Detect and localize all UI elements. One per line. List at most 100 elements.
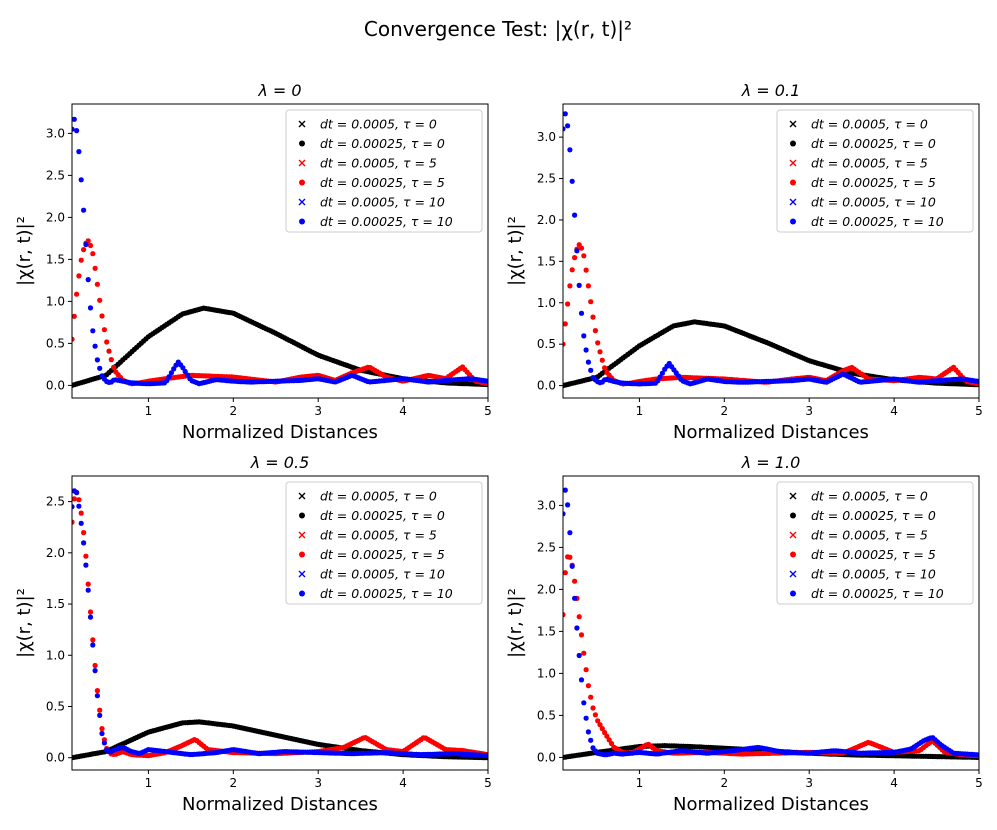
data-point-x (90, 637, 96, 643)
data-point-x (99, 726, 105, 731)
y-tick-label: 0.0 (537, 379, 556, 393)
y-tick-label: 2.0 (537, 582, 556, 596)
data-point-x (581, 700, 587, 706)
y-axis-label: |χ(r, t)|² (505, 216, 526, 286)
legend-entry: dt = 0.0005, τ = 5 (811, 528, 928, 543)
data-point-x (567, 530, 573, 535)
legend-box (285, 109, 483, 233)
data-point-x (72, 496, 77, 502)
x-axis-label: Normalized Distances (182, 422, 378, 443)
data-point-x (74, 291, 79, 297)
data-point-x (563, 612, 566, 617)
legend-marker-x (789, 492, 797, 500)
legend-entry: dt = 0.00025, τ = 5 (320, 547, 445, 562)
legend-marker-dot (790, 512, 796, 519)
y-tick-label: 0.5 (537, 337, 556, 351)
legend-marker-x (789, 531, 797, 539)
x-tick-label: 4 (399, 404, 407, 418)
y-tick-label: 2.5 (537, 172, 556, 186)
data-point-x (485, 753, 488, 758)
y-tick-label: 1.0 (46, 648, 65, 662)
data-point-x (583, 267, 589, 273)
legend-marker-x (789, 198, 797, 206)
legend-entry: dt = 0.00025, τ = 5 (811, 175, 936, 190)
legend-entry: dt = 0.0005, τ = 0 (811, 117, 928, 132)
data-point-x (588, 694, 593, 700)
data-point-x (576, 614, 582, 619)
x-axis-label: Normalized Distances (673, 794, 869, 815)
data-point-x (95, 693, 100, 698)
data-point-x (92, 266, 98, 271)
x-tick-label: 4 (399, 776, 407, 790)
data-point-x (81, 247, 86, 252)
legend-marker-dot (790, 551, 796, 558)
data-point-x (74, 128, 79, 133)
legend-entry: dt = 0.00025, τ = 0 (811, 508, 936, 523)
legend-entry: dt = 0.0005, τ = 10 (811, 195, 936, 210)
y-tick-label: 1.5 (46, 252, 65, 266)
data-point-x (164, 378, 170, 383)
data-point-x (579, 311, 584, 316)
data-point-x (565, 502, 570, 508)
data-point-x (567, 555, 573, 560)
data-point-x (563, 341, 566, 347)
legend-entry: dt = 0.0005, τ = 10 (320, 567, 445, 582)
data-point-x (581, 333, 587, 339)
data-point-x (95, 688, 100, 693)
data-point-x (95, 282, 100, 287)
y-tick-label: 2.5 (46, 495, 65, 509)
x-tick-label: 4 (890, 776, 898, 790)
chart-panel-2: λ = 0.5 1 2 3 4 5 0.0 0.5 1.0 1.5 2.0 2.5 Normalized… (14, 453, 492, 815)
x-tick-label: 5 (975, 776, 983, 790)
data-point-x (104, 339, 109, 345)
data-point-x (85, 581, 91, 587)
data-point-x (576, 283, 582, 288)
y-tick-label: 1.5 (537, 624, 556, 638)
data-point-x (78, 521, 84, 526)
data-point-x (88, 305, 93, 311)
x-tick-label: 1 (636, 776, 644, 790)
legend-marker-x (298, 492, 306, 500)
data-point-x (581, 253, 587, 259)
panel-title: λ = 0 (257, 81, 301, 100)
data-point-x (565, 123, 570, 129)
legend: dt = 0.0005, τ = 0 dt = 0.00025, τ = 0 dt … (285, 109, 483, 233)
y-tick-label: 2.5 (46, 168, 65, 182)
data-point-x (588, 368, 593, 373)
data-point-x (92, 343, 98, 349)
data-point-x (97, 713, 102, 718)
data-point-x (576, 653, 582, 658)
data-point-x (579, 677, 584, 683)
data-point-x (569, 179, 575, 184)
panel-title: λ = 1.0 (741, 453, 801, 472)
y-tick-label: 3.0 (537, 130, 556, 144)
legend-entry: dt = 0.00025, τ = 0 (320, 136, 445, 151)
x-tick-label: 2 (229, 404, 237, 418)
data-point-x (97, 707, 102, 713)
data-point-x (588, 299, 593, 304)
legend-marker-dot (299, 179, 305, 186)
axes-frame (562, 475, 980, 771)
data-point-x (95, 357, 100, 363)
legend-entry: dt = 0.0005, τ = 0 (320, 489, 437, 504)
y-tick-label: 1.5 (537, 254, 556, 268)
data-point-x (606, 737, 612, 743)
legend-entry: dt = 0.0005, τ = 5 (811, 156, 928, 171)
data-point-x (76, 503, 82, 509)
legend-marker-dot (299, 590, 305, 597)
legend-marker-dot (299, 140, 305, 147)
legend-entry: dt = 0.0005, τ = 10 (320, 195, 445, 210)
data-point-x (657, 374, 663, 380)
data-point-x (572, 212, 577, 218)
y-tick-label: 1.5 (46, 597, 65, 611)
data-point-x (76, 149, 82, 154)
x-tick-label: 3 (314, 404, 322, 418)
data-point-x (583, 715, 589, 721)
data-point-x (597, 349, 603, 355)
y-axis-label: |χ(r, t)|² (505, 588, 526, 658)
data-point-x (92, 663, 98, 668)
data-point-x (72, 126, 75, 132)
data-point-x (563, 487, 568, 493)
data-point-x (102, 740, 107, 746)
data-point-x (586, 683, 591, 688)
